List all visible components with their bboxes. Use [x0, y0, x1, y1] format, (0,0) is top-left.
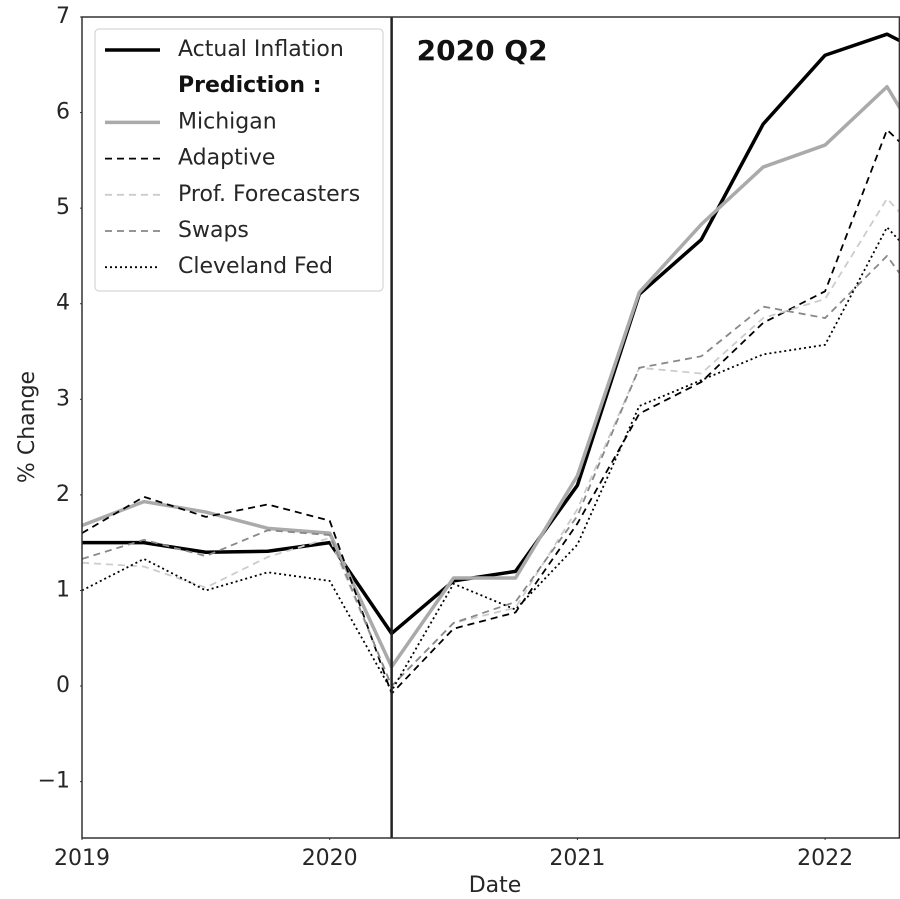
x-tick-label: 2019 [54, 846, 110, 871]
series-line [82, 85, 900, 669]
series-line [82, 226, 900, 692]
y-axis-title: % Change [15, 371, 40, 483]
legend-header: Prediction : [178, 73, 322, 98]
y-tick-label: 3 [56, 386, 70, 411]
annotation-text: 2020 Q2 [417, 34, 548, 67]
legend-label: Adaptive [178, 146, 275, 171]
y-tick-label: 6 [56, 100, 70, 125]
legend-label: Cleveland Fed [178, 254, 333, 279]
plot-area [82, 32, 900, 695]
y-tick-label: −1 [38, 769, 70, 794]
y-tick-label: 4 [56, 291, 70, 316]
y-tick-label: 5 [56, 195, 70, 220]
legend: Actual Inflation Prediction : Michigan Adap… [94, 28, 384, 292]
y-tick-label: 0 [56, 673, 70, 698]
legend-box [94, 28, 384, 292]
plot-frame [81, 16, 900, 839]
x-tick-label: 2022 [797, 846, 853, 871]
legend-label: Michigan [178, 109, 277, 134]
legend-label: Prof. Forecasters [178, 182, 360, 207]
x-axis-title: Date [469, 873, 522, 898]
series-line [82, 197, 900, 687]
y-tick-label: 1 [56, 577, 70, 602]
y-tick-label: 2 [56, 482, 70, 507]
series-line [82, 32, 900, 636]
legend-label: Actual Inflation [178, 37, 344, 62]
x-tick-label: 2020 [302, 846, 358, 871]
y-tick-label: 7 [56, 4, 70, 29]
series-line [82, 128, 900, 695]
legend-label: Swaps [178, 218, 249, 243]
series-line [82, 255, 900, 687]
x-tick-label: 2021 [549, 846, 605, 871]
